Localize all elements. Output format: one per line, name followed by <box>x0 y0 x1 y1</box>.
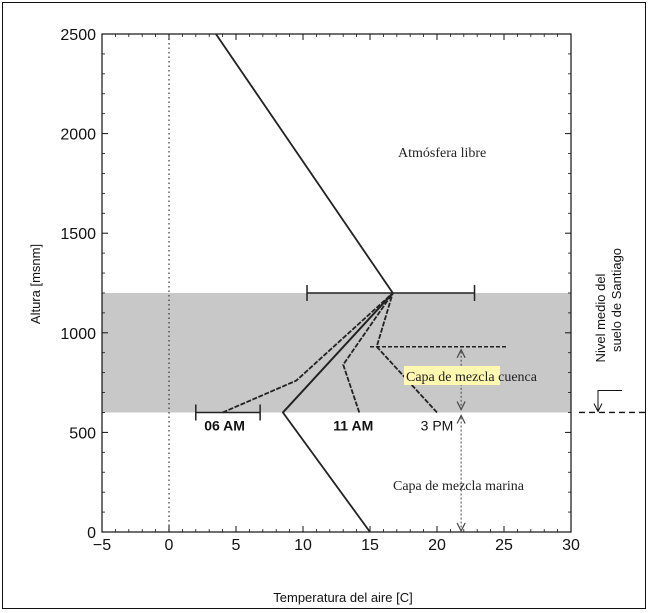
annotation-basin-layer: Capa de mezcla cuenca <box>406 370 538 385</box>
x-tick-label: 0 <box>165 537 174 554</box>
x-tick-label: −5 <box>93 537 111 554</box>
y-tick-label: 2000 <box>60 127 96 144</box>
profile-11-am <box>342 292 394 413</box>
series-label-profile-3-pm: 3 PM <box>421 417 454 433</box>
y-tick-label: 1000 <box>60 326 96 343</box>
plot-area-border <box>101 33 572 533</box>
series-label-profile-06-am: 06 AM <box>204 417 245 433</box>
profile-06-am <box>222 292 394 414</box>
ground-level-pointer <box>597 389 622 411</box>
basin-layer-arrow-head-bottom <box>456 401 466 411</box>
ground-level-pointer-head <box>593 403 603 413</box>
x-axis-title: Temperatura del aire [C] <box>273 590 412 605</box>
annotation-ground-level-line2: suelo de Santiago <box>609 248 624 352</box>
profile-line-5 <box>282 292 394 414</box>
x-tick-label: 20 <box>428 537 446 554</box>
annotation-basin-layer-rest: cuenca <box>495 370 538 385</box>
y-tick-label: 500 <box>69 425 96 442</box>
x-tick-label: 25 <box>495 537 513 554</box>
x-tick-label: 5 <box>232 537 241 554</box>
series-label-profile-11-am: 11 AM <box>333 417 373 433</box>
x-tick-label: 15 <box>361 537 379 554</box>
x-tick-label: 10 <box>294 537 312 554</box>
y-axis-title: Altura [msnm] <box>28 244 43 324</box>
basin-layer-arrow-head-top <box>456 348 466 359</box>
x-tick-label: 30 <box>562 537 580 554</box>
annotation-ground-level-line1: Nivel medio del <box>593 273 608 362</box>
y-tick-label: 2500 <box>60 27 96 44</box>
marine-layer-arrow-head-top <box>456 414 466 424</box>
y-tick-label: 1500 <box>60 226 96 243</box>
y-tick-label: 0 <box>87 525 96 542</box>
profile-line-4 <box>215 33 394 533</box>
annotation-basin-layer-highlight: Capa de mezcla <box>406 370 495 385</box>
annotation-marine-layer: Capa de mezcla marina <box>393 479 525 494</box>
mixing-layer-band <box>102 292 571 413</box>
annotation-free-atmosphere: Atmósfera libre <box>398 146 486 161</box>
annotation-highlight <box>404 366 500 385</box>
marine-layer-arrow-head-bottom <box>456 522 466 533</box>
